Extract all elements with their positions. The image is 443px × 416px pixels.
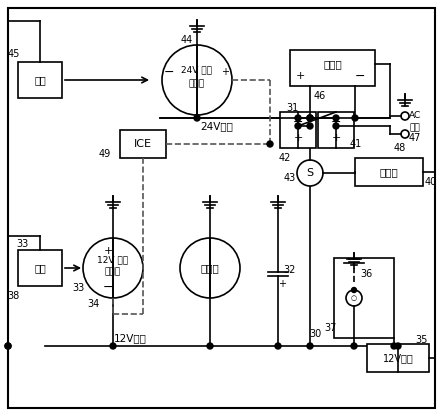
Circle shape bbox=[391, 343, 397, 349]
Text: 24V总线: 24V总线 bbox=[201, 121, 233, 131]
Text: 12V总线: 12V总线 bbox=[113, 333, 147, 343]
Circle shape bbox=[307, 115, 313, 121]
Bar bbox=[18, 250, 62, 286]
Circle shape bbox=[162, 45, 232, 115]
Circle shape bbox=[333, 115, 339, 121]
Text: +: + bbox=[295, 71, 305, 81]
Text: 46: 46 bbox=[314, 91, 326, 101]
Bar bbox=[318, 112, 354, 148]
Text: 24V 交流: 24V 交流 bbox=[182, 65, 213, 74]
Text: +: + bbox=[278, 279, 286, 289]
Text: +: + bbox=[221, 67, 229, 77]
Circle shape bbox=[83, 238, 143, 298]
Text: 33: 33 bbox=[16, 239, 28, 249]
Text: 43: 43 bbox=[284, 173, 296, 183]
Bar bbox=[120, 130, 166, 158]
Circle shape bbox=[5, 343, 11, 349]
Circle shape bbox=[295, 115, 301, 121]
Circle shape bbox=[307, 343, 313, 349]
Text: 34: 34 bbox=[87, 299, 99, 309]
Text: 起动机: 起动机 bbox=[201, 263, 219, 273]
Circle shape bbox=[401, 112, 409, 120]
Text: 44: 44 bbox=[181, 35, 193, 45]
Bar bbox=[334, 258, 394, 338]
Text: 控制器: 控制器 bbox=[380, 167, 398, 177]
Bar bbox=[367, 344, 429, 372]
Circle shape bbox=[307, 123, 313, 129]
Text: 36: 36 bbox=[360, 269, 372, 279]
Circle shape bbox=[352, 115, 358, 121]
Bar bbox=[355, 158, 423, 186]
Text: 逆变器: 逆变器 bbox=[324, 59, 342, 69]
Text: 41: 41 bbox=[350, 139, 362, 149]
Circle shape bbox=[346, 290, 362, 306]
Circle shape bbox=[395, 343, 401, 349]
Text: 12V负载: 12V负载 bbox=[383, 353, 413, 363]
Text: 49: 49 bbox=[99, 149, 111, 159]
Circle shape bbox=[307, 115, 313, 121]
Circle shape bbox=[401, 130, 409, 138]
Text: −: − bbox=[355, 69, 365, 82]
Text: ○: ○ bbox=[351, 295, 357, 301]
Text: 37: 37 bbox=[325, 323, 337, 333]
Bar bbox=[280, 112, 316, 148]
Text: +: + bbox=[293, 133, 303, 143]
Text: 40: 40 bbox=[425, 177, 437, 187]
Text: −: − bbox=[331, 116, 341, 129]
Circle shape bbox=[5, 343, 11, 349]
Circle shape bbox=[297, 160, 323, 186]
Text: ICE: ICE bbox=[134, 139, 152, 149]
Text: 45: 45 bbox=[8, 49, 20, 59]
Circle shape bbox=[110, 343, 116, 349]
Circle shape bbox=[295, 123, 301, 129]
Text: 12V 交流: 12V 交流 bbox=[97, 255, 128, 265]
Text: 32: 32 bbox=[284, 265, 296, 275]
Text: S: S bbox=[307, 168, 314, 178]
Text: 30: 30 bbox=[309, 329, 321, 339]
Text: AC: AC bbox=[409, 111, 421, 121]
Circle shape bbox=[333, 123, 339, 129]
Circle shape bbox=[351, 343, 357, 349]
Text: 35: 35 bbox=[416, 335, 428, 345]
Text: −: − bbox=[103, 280, 113, 294]
Text: 48: 48 bbox=[394, 143, 406, 153]
Circle shape bbox=[267, 141, 273, 147]
Text: −: − bbox=[164, 65, 174, 79]
Text: −: − bbox=[293, 116, 303, 129]
Text: 38: 38 bbox=[7, 291, 19, 301]
Bar bbox=[290, 50, 375, 86]
Text: 发电机: 发电机 bbox=[189, 79, 205, 89]
Bar bbox=[18, 62, 62, 98]
Text: +: + bbox=[331, 133, 341, 143]
Circle shape bbox=[351, 287, 357, 292]
Circle shape bbox=[307, 115, 313, 121]
Text: +: + bbox=[103, 246, 113, 256]
Text: 31: 31 bbox=[286, 103, 298, 113]
Text: 再生: 再生 bbox=[34, 75, 46, 85]
Text: 发电机: 发电机 bbox=[105, 267, 121, 277]
Text: 47: 47 bbox=[409, 133, 421, 143]
Circle shape bbox=[207, 343, 213, 349]
Text: 33: 33 bbox=[72, 283, 84, 293]
Circle shape bbox=[194, 115, 200, 121]
Circle shape bbox=[180, 238, 240, 298]
Text: 输出: 输出 bbox=[410, 124, 420, 133]
Text: 42: 42 bbox=[279, 153, 291, 163]
Circle shape bbox=[275, 343, 281, 349]
Text: 再生: 再生 bbox=[34, 263, 46, 273]
